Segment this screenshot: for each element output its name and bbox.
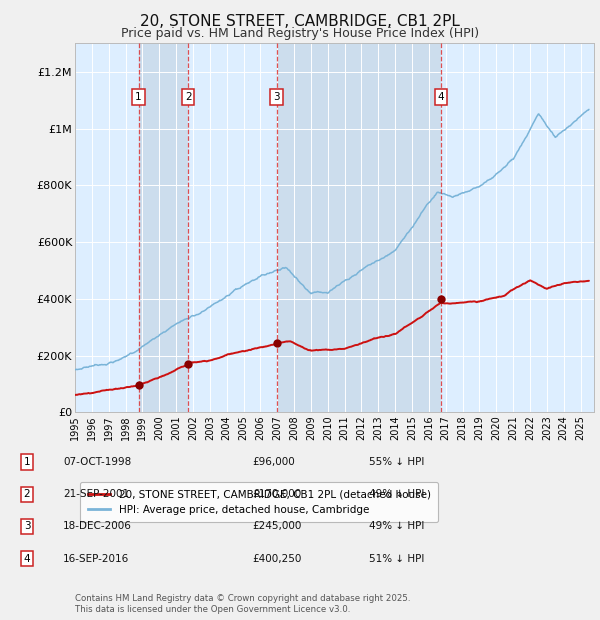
- Text: 20, STONE STREET, CAMBRIDGE, CB1 2PL: 20, STONE STREET, CAMBRIDGE, CB1 2PL: [140, 14, 460, 29]
- Bar: [441, 43, 594, 412]
- Text: 3: 3: [273, 92, 280, 102]
- Text: 51% ↓ HPI: 51% ↓ HPI: [369, 554, 424, 564]
- Text: 16-SEP-2016: 16-SEP-2016: [63, 554, 129, 564]
- Text: 2: 2: [23, 489, 31, 499]
- Text: £96,000: £96,000: [252, 457, 295, 467]
- Bar: [188, 43, 277, 412]
- Legend: 20, STONE STREET, CAMBRIDGE, CB1 2PL (detached house), HPI: Average price, detac: 20, STONE STREET, CAMBRIDGE, CB1 2PL (de…: [80, 482, 438, 522]
- Text: 21-SEP-2001: 21-SEP-2001: [63, 489, 129, 499]
- Text: £245,000: £245,000: [252, 521, 301, 531]
- Text: 1: 1: [23, 457, 31, 467]
- Text: Contains HM Land Registry data © Crown copyright and database right 2025.
This d: Contains HM Land Registry data © Crown c…: [75, 595, 410, 614]
- Text: £170,000: £170,000: [252, 489, 301, 499]
- Text: 49% ↓ HPI: 49% ↓ HPI: [369, 521, 424, 531]
- Text: 4: 4: [437, 92, 444, 102]
- Text: £400,250: £400,250: [252, 554, 301, 564]
- Text: 3: 3: [23, 521, 31, 531]
- Text: 18-DEC-2006: 18-DEC-2006: [63, 521, 132, 531]
- Text: 49% ↓ HPI: 49% ↓ HPI: [369, 489, 424, 499]
- Text: Price paid vs. HM Land Registry's House Price Index (HPI): Price paid vs. HM Land Registry's House …: [121, 27, 479, 40]
- Text: 55% ↓ HPI: 55% ↓ HPI: [369, 457, 424, 467]
- Bar: [75, 43, 139, 412]
- Bar: [139, 43, 188, 412]
- Text: 4: 4: [23, 554, 31, 564]
- Text: 2: 2: [185, 92, 191, 102]
- Text: 1: 1: [135, 92, 142, 102]
- Bar: [277, 43, 441, 412]
- Text: 07-OCT-1998: 07-OCT-1998: [63, 457, 131, 467]
